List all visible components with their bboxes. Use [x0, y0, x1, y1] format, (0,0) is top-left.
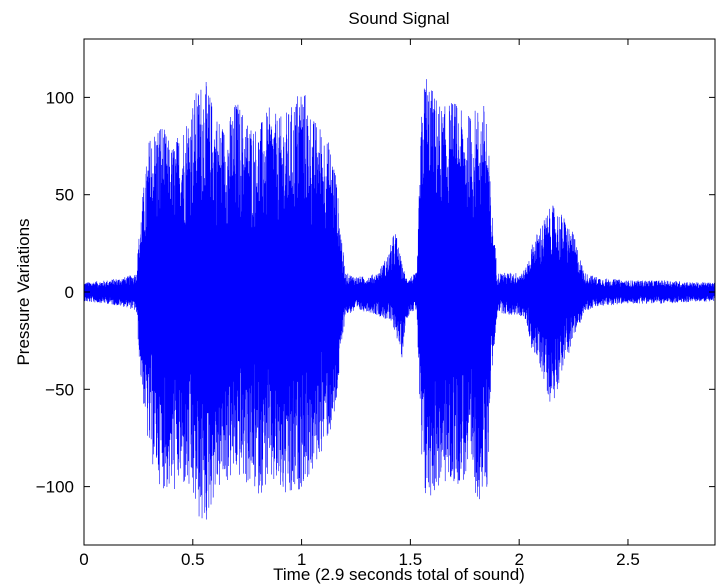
chart-title: Sound Signal [348, 9, 449, 28]
x-tick-label: 2 [514, 550, 523, 569]
x-axis-label: Time (2.9 seconds total of sound) [273, 565, 525, 584]
y-axis-label: Pressure Variations [14, 218, 33, 365]
y-tick-label: −50 [45, 380, 74, 399]
x-tick-label: 1.5 [399, 550, 423, 569]
x-tick-label: 2.5 [616, 550, 640, 569]
waveform-series [83, 79, 716, 520]
x-tick-label: 0.5 [181, 550, 205, 569]
x-tick-label: 0 [79, 550, 88, 569]
y-tick-label: 50 [55, 186, 74, 205]
y-axis-ticks: −100 −50 0 50 100 [36, 88, 715, 497]
y-tick-label: 0 [65, 283, 74, 302]
plot-area: 0 0.5 1 1.5 2 2.5 −100 −50 0 50 100 [36, 38, 716, 569]
y-tick-label: −100 [36, 478, 74, 497]
x-tick-label: 1 [297, 550, 306, 569]
y-tick-label: 100 [46, 88, 74, 107]
waveform-line [83, 79, 716, 520]
x-axis-ticks: 0 0.5 1 1.5 2 2.5 [79, 39, 640, 569]
